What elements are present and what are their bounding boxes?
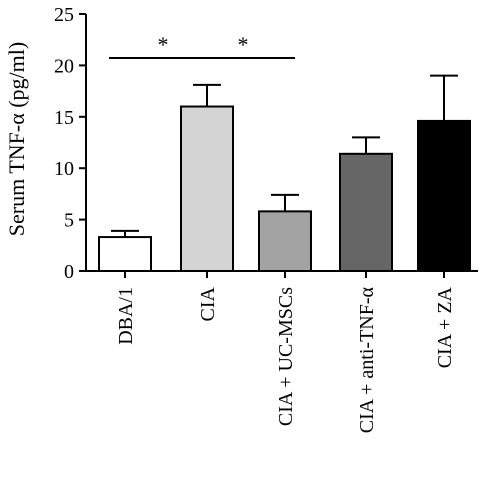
bar xyxy=(339,152,393,272)
x-tick-label: CIA xyxy=(197,286,219,321)
bar xyxy=(417,119,471,272)
x-tick-label: CIA + anti-TNF-α xyxy=(356,286,378,433)
y-axis-title: Serum TNF-α (pg/ml) xyxy=(4,42,29,236)
y-tick-label: 25 xyxy=(54,4,74,26)
y-tick-label: 5 xyxy=(64,210,74,232)
y-tick-label: 15 xyxy=(54,107,74,129)
bar xyxy=(180,105,234,272)
significance-star: * xyxy=(158,32,169,57)
y-tick-label: 20 xyxy=(54,55,74,77)
bar xyxy=(258,210,312,273)
y-axis: 0 5 10 15 20 25 xyxy=(54,4,87,283)
y-tick-label: 0 xyxy=(64,261,74,283)
y-tick-label: 10 xyxy=(54,158,74,180)
x-tick-label: DBA/1 xyxy=(115,287,137,345)
x-tick-label: CIA + UC-MSCs xyxy=(275,287,297,426)
bars xyxy=(98,105,471,273)
bar xyxy=(98,236,152,273)
significance-star: * xyxy=(238,32,249,57)
error-bars xyxy=(111,74,458,238)
x-tick-label: CIA + ZA xyxy=(434,286,456,368)
x-axis: DBA/1 CIA CIA + UC-MSCs CIA + anti-TNF-α CIA… xyxy=(86,270,478,433)
significance-markers: * * xyxy=(109,32,295,59)
